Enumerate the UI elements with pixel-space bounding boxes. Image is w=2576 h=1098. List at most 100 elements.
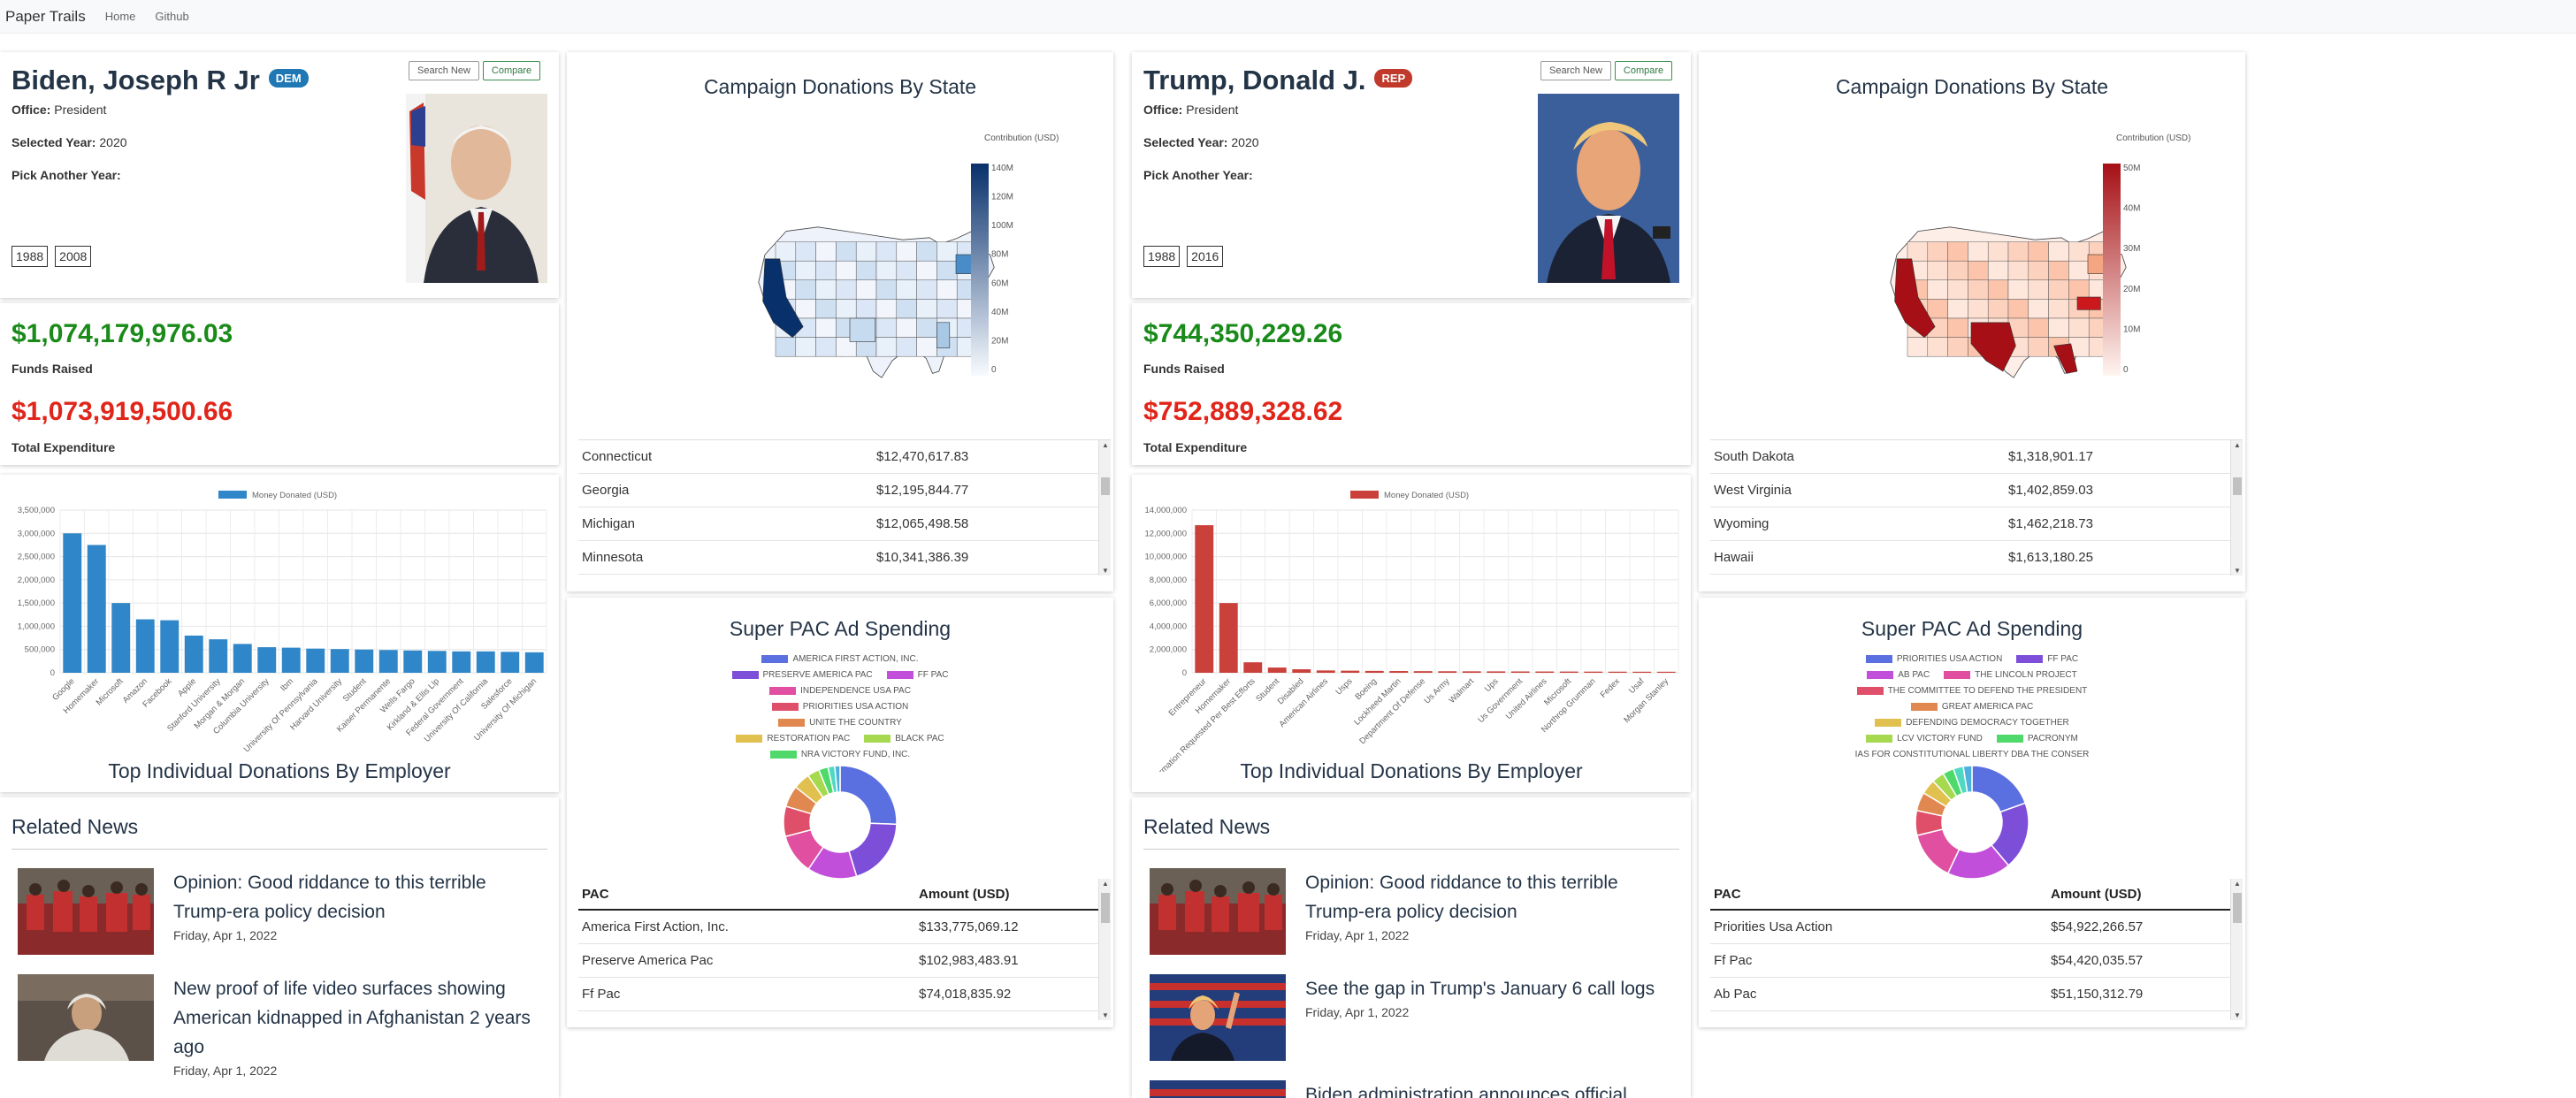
- pac-table-scrollbar[interactable]: ▲ ▼: [1098, 879, 1111, 1020]
- news-thumbnail[interactable]: [1150, 868, 1286, 955]
- bar[interactable]: [257, 647, 277, 673]
- bar[interactable]: [427, 651, 447, 673]
- state-row[interactable]: Connecticut $12,470,617.83: [578, 440, 1111, 474]
- bar[interactable]: [87, 545, 106, 673]
- news-item[interactable]: Opinion: Good riddance to this terrible …: [18, 868, 545, 955]
- donut-slice[interactable]: [834, 765, 841, 793]
- employer-bar-chart[interactable]: Money Donated (USD) 14,000,000 12,000,000 1…: [1137, 480, 1684, 772]
- bar[interactable]: [1632, 671, 1652, 673]
- bar[interactable]: [1316, 670, 1335, 673]
- donut-slice[interactable]: [847, 822, 898, 878]
- state-row[interactable]: South Dakota $1,318,901.17: [1710, 440, 2243, 474]
- scroll-up-arrow[interactable]: ▲: [1102, 880, 1109, 888]
- bar[interactable]: [160, 620, 180, 673]
- bar[interactable]: [1292, 669, 1311, 673]
- scroll-down-arrow[interactable]: ▼: [2234, 567, 2241, 575]
- pac-legend-item[interactable]: PRIORITIES USA ACTION: [1865, 654, 2002, 664]
- state-row[interactable]: Hawaii $1,613,180.25: [1710, 541, 2243, 575]
- pac-legend-item[interactable]: NRA VICTORY FUND, INC.: [769, 750, 910, 759]
- year-button-1988[interactable]: 1988: [1143, 246, 1181, 267]
- bar[interactable]: [330, 649, 349, 673]
- bar[interactable]: [501, 652, 520, 673]
- pac-donut-chart[interactable]: [778, 760, 902, 884]
- pac-legend-item[interactable]: PACRONYM: [1996, 734, 2078, 743]
- bar[interactable]: [1487, 671, 1506, 673]
- pac-row[interactable]: Ff Pac $74,018,835.92: [578, 978, 1111, 1011]
- year-button-2016[interactable]: 2016: [1187, 246, 1224, 267]
- search-new-button[interactable]: Search New: [1540, 61, 1611, 80]
- scroll-thumb[interactable]: [2233, 477, 2242, 495]
- bar[interactable]: [233, 644, 252, 673]
- news-item[interactable]: New proof of life video surfaces showing…: [18, 974, 545, 1078]
- pac-legend-item[interactable]: GREAT AMERICA PAC: [1910, 702, 2033, 712]
- scroll-thumb[interactable]: [1101, 893, 1110, 923]
- pac-legend-item[interactable]: THE LINCOLN PROJECT: [1944, 670, 2077, 680]
- bar[interactable]: [135, 619, 155, 673]
- state-table-scrollbar[interactable]: ▲ ▼: [1098, 440, 1111, 576]
- scroll-thumb[interactable]: [2233, 893, 2242, 923]
- news-thumbnail[interactable]: [18, 868, 154, 955]
- bar[interactable]: [281, 647, 301, 673]
- bar[interactable]: [184, 635, 203, 673]
- bar[interactable]: [403, 650, 423, 673]
- bar[interactable]: [1559, 671, 1578, 673]
- scroll-up-arrow[interactable]: ▲: [2234, 880, 2241, 888]
- news-thumbnail[interactable]: [1150, 974, 1286, 1061]
- pac-legend-item[interactable]: BLACK PAC: [864, 734, 944, 743]
- donut-slice[interactable]: [1971, 765, 2027, 813]
- scroll-thumb[interactable]: [1101, 477, 1110, 495]
- pac-legend-item[interactable]: PRIORITIES USA ACTION: [771, 702, 908, 712]
- news-item[interactable]: Opinion: Good riddance to this terrible …: [1150, 868, 1677, 955]
- bar[interactable]: [1462, 671, 1481, 673]
- news-item[interactable]: See the gap in Trump's January 6 call lo…: [1150, 974, 1677, 1061]
- compare-button[interactable]: Compare: [482, 61, 541, 80]
- employer-bar-chart[interactable]: Money Donated (USD) 3,500,000 3,000,000 2,5…: [5, 480, 552, 772]
- state-table-scrollbar[interactable]: ▲ ▼: [2230, 440, 2243, 576]
- pac-table-scrollbar[interactable]: ▲ ▼: [2230, 879, 2243, 1020]
- bar[interactable]: [1535, 671, 1555, 673]
- pac-donut-chart[interactable]: [1910, 760, 2034, 884]
- news-thumbnail[interactable]: [18, 974, 154, 1061]
- brand-link[interactable]: Paper Trails: [5, 7, 86, 25]
- state-row[interactable]: Michigan $12,065,498.58: [578, 507, 1111, 541]
- bar[interactable]: [111, 603, 131, 673]
- scroll-down-arrow[interactable]: ▼: [1102, 567, 1109, 575]
- scroll-down-arrow[interactable]: ▼: [2234, 1011, 2241, 1019]
- news-headline[interactable]: See the gap in Trump's January 6 call lo…: [1305, 979, 1655, 999]
- state-row[interactable]: Minnesota $10,341,386.39: [578, 541, 1111, 575]
- pac-legend-item[interactable]: FF PAC: [2016, 654, 2078, 664]
- pac-legend-item[interactable]: DEFENDING DEMOCRACY TOGETHER: [1875, 718, 2069, 728]
- search-new-button[interactable]: Search New: [409, 61, 479, 80]
- news-headline[interactable]: New proof of life video surfaces showing…: [173, 979, 531, 1057]
- pac-legend-item[interactable]: UNITE THE COUNTRY: [778, 718, 902, 728]
- pac-legend-item[interactable]: FF PAC: [886, 670, 948, 680]
- bar[interactable]: [1510, 671, 1530, 673]
- bar[interactable]: [1413, 671, 1433, 673]
- bar[interactable]: [63, 533, 82, 673]
- bar[interactable]: [1219, 603, 1238, 673]
- bar[interactable]: [378, 650, 398, 673]
- compare-button[interactable]: Compare: [1614, 61, 1673, 80]
- bar[interactable]: [1243, 662, 1263, 673]
- bar[interactable]: [1608, 671, 1627, 673]
- state-row[interactable]: Georgia $12,195,844.77: [578, 474, 1111, 507]
- state-row[interactable]: West Virginia $1,402,859.03: [1710, 474, 2243, 507]
- us-choropleth-map[interactable]: 140M 120M 100M 80M 60M 40M 20M 0: [655, 128, 1044, 402]
- news-headline[interactable]: Opinion: Good riddance to this terrible …: [1305, 873, 1618, 922]
- scroll-up-arrow[interactable]: ▲: [2234, 441, 2241, 449]
- pac-legend-item[interactable]: RESTORATION PAC: [736, 734, 850, 743]
- us-choropleth-map[interactable]: 50M 40M 30M 20M 10M 0: [1787, 128, 2176, 402]
- bar[interactable]: [209, 639, 228, 673]
- bar[interactable]: [524, 652, 544, 673]
- bar[interactable]: [476, 651, 495, 673]
- pac-row[interactable]: Preserve America Pac $102,983,483.91: [578, 944, 1111, 978]
- bar[interactable]: [1364, 670, 1384, 673]
- scroll-up-arrow[interactable]: ▲: [1102, 441, 1109, 449]
- news-item[interactable]: Biden administration announces official: [1150, 1080, 1677, 1098]
- pac-row[interactable]: America First Action, Inc. $133,775,069.1…: [578, 911, 1111, 944]
- bar[interactable]: [306, 648, 325, 673]
- news-headline[interactable]: Biden administration announces official: [1305, 1085, 1627, 1098]
- pac-legend-item[interactable]: AB PAC: [1867, 670, 1930, 680]
- pac-legend-item[interactable]: THE COMMITTEE TO DEFEND THE PRESIDENT: [1856, 686, 2087, 696]
- bar[interactable]: [452, 651, 471, 673]
